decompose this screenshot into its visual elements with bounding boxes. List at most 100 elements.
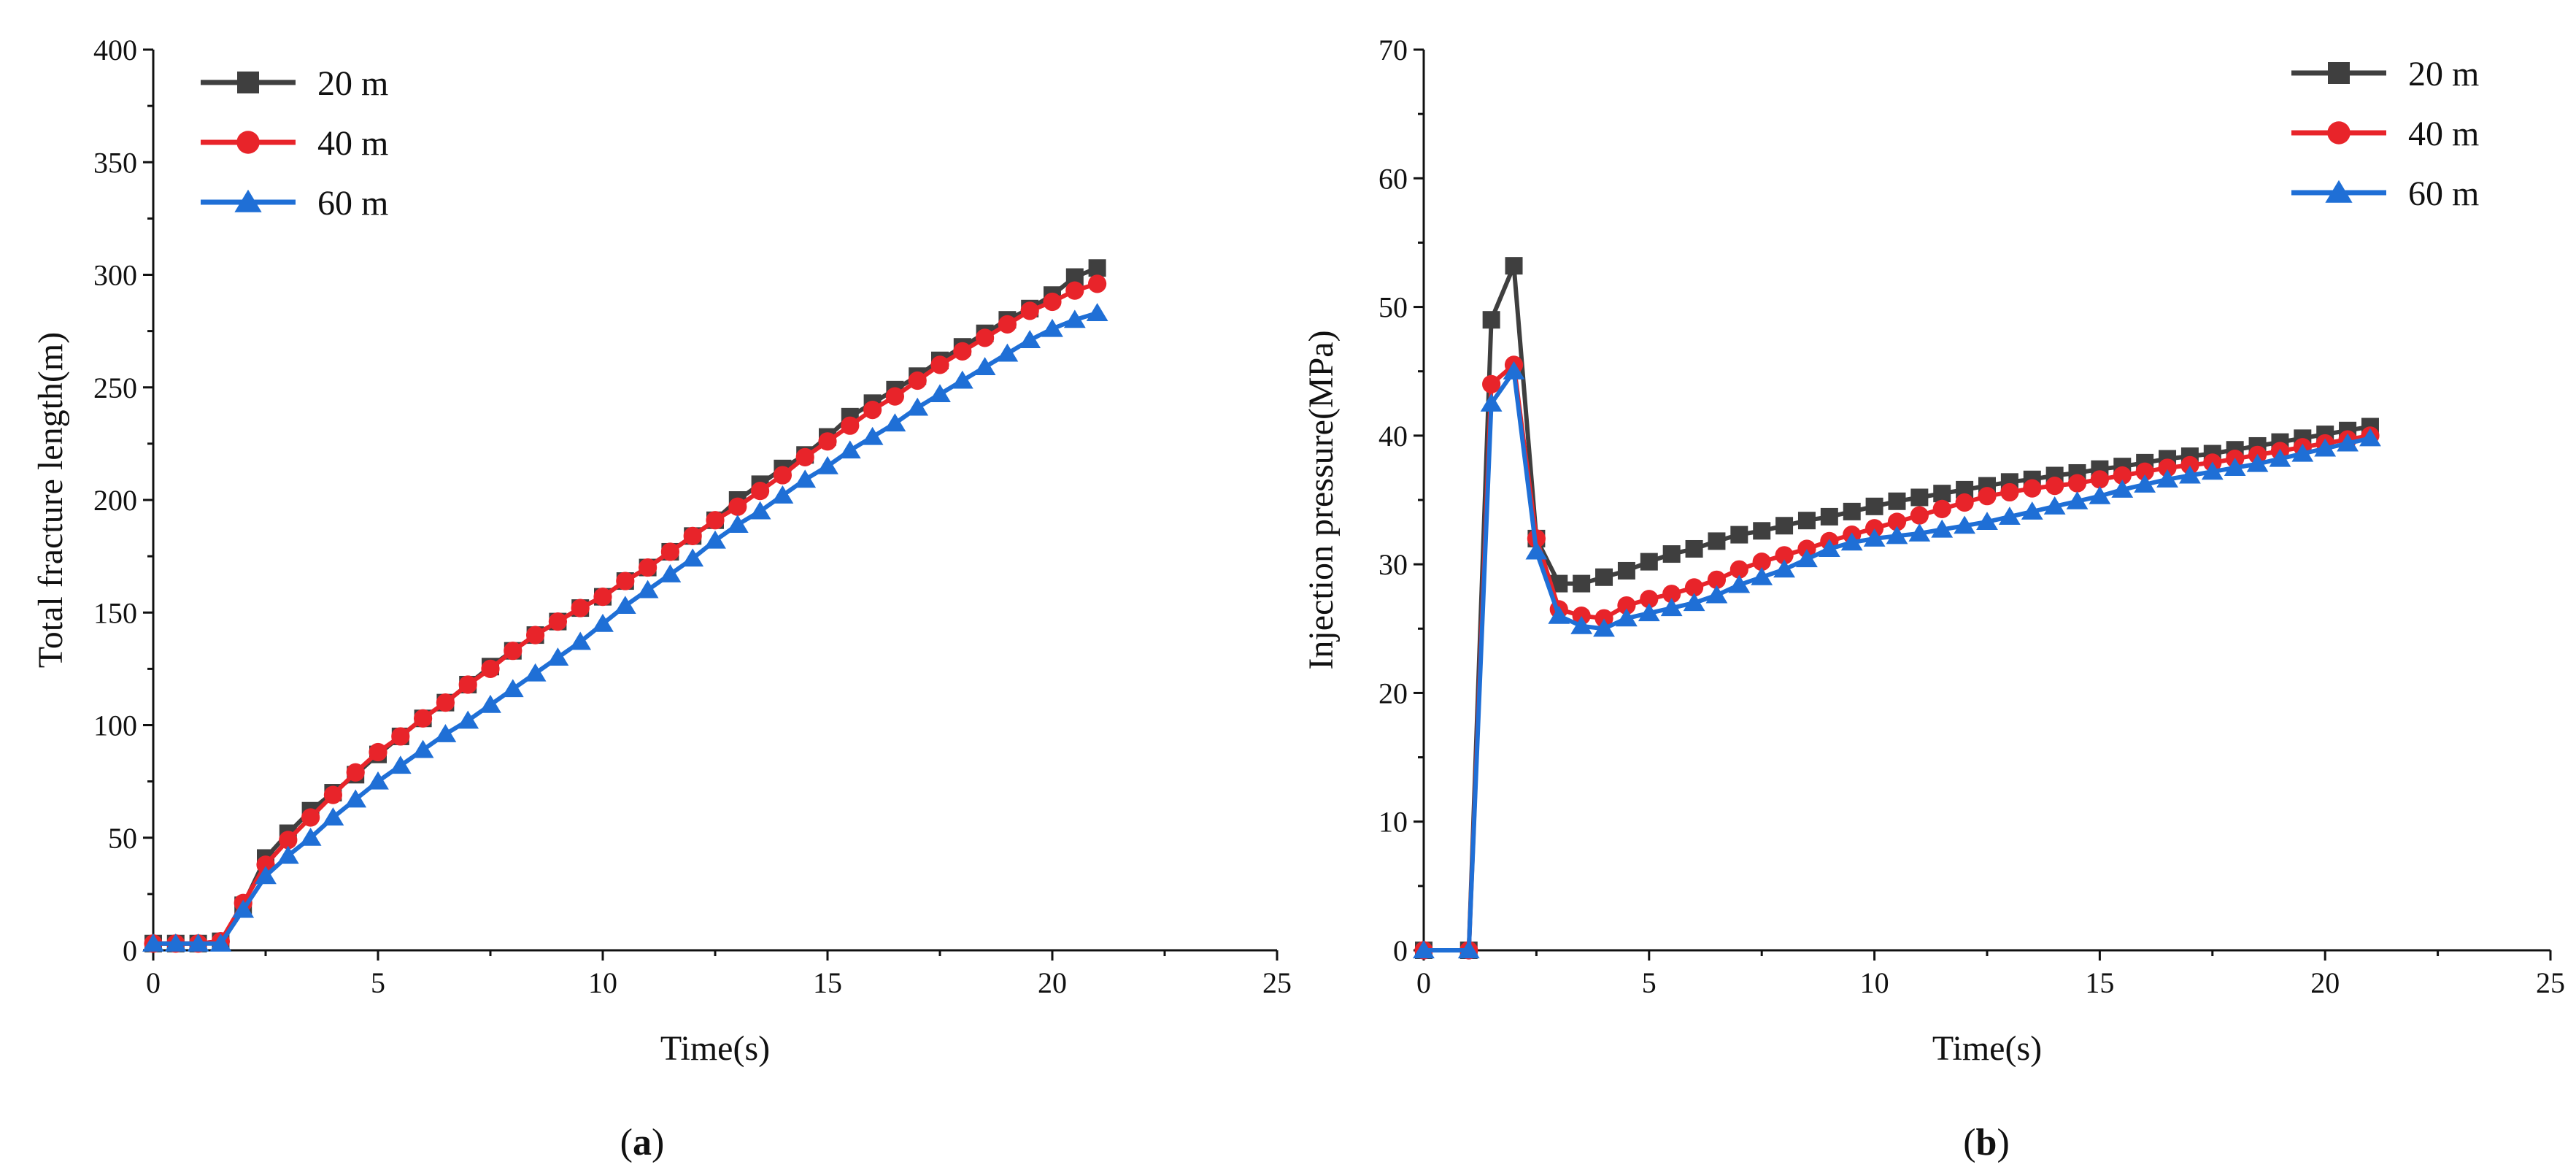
caption-letter: b [1976,1122,1997,1163]
data-point [863,401,882,420]
data-point [2135,462,2154,481]
y-tick-label: 200 [93,484,137,517]
data-point [2359,428,2381,447]
data-point [277,845,299,864]
data-point [346,763,365,782]
x-tick-label: 25 [1262,966,1292,999]
data-point [1865,497,1883,515]
data-point [571,599,590,617]
data-point [1933,485,1951,503]
data-point [1820,507,1838,526]
data-point [301,808,320,827]
data-point [1752,553,1771,571]
data-point [2043,496,2066,515]
y-tick-label: 30 [1378,548,1408,581]
data-point [1638,603,1660,622]
data-point [1773,559,1795,578]
data-point [706,511,725,530]
data-point [2045,477,2064,496]
chart-panel-b: 0 5 10 15 20 25 0 10 20 30 40 50 60 70 Time(s) Injectio… [1302,34,2565,1163]
data-point [2269,448,2291,467]
legend: 20 m 40 m 60 m [201,64,388,223]
legend: 20 m 40 m 60 m [2291,55,2479,213]
data-point [323,785,342,804]
x-tick-label: 15 [813,966,842,999]
data-point [1617,596,1636,615]
data-point [1573,574,1591,593]
y-tick-label: 50 [1378,291,1408,324]
data-point [1086,303,1108,321]
data-point [1662,545,1681,563]
data-point [976,328,995,347]
data-point [1705,585,1728,604]
x-tick-label: 0 [1416,966,1431,999]
data-point [2156,469,2178,488]
data-point [255,866,277,885]
data-point [614,596,636,615]
legend-label: 20 m [2408,55,2479,93]
y-tick-label: 0 [123,934,137,967]
data-point [1020,301,1039,320]
data-point [164,933,187,952]
data-point [436,693,455,712]
caption-paren-open: ( [1963,1122,1975,1163]
data-point [818,432,837,451]
data-point [2291,443,2314,462]
data-point [884,413,906,432]
data-point [2201,461,2224,480]
y-tick-label: 350 [93,146,137,179]
data-point [1660,598,1683,617]
caption-letter: a [633,1122,652,1163]
y-axis-title: Injection pressure(MPa) [1302,330,1341,669]
y-tick-label: 100 [93,709,137,742]
data-point [683,526,702,545]
caption-paren-open: ( [620,1122,633,1163]
data-point [1908,523,1931,542]
y-tick-label: 50 [108,822,137,855]
data-point [639,558,658,577]
data-point [1730,526,1748,544]
data-point [1684,578,1704,597]
data-point [1065,281,1084,300]
data-point [1019,330,1041,349]
data-point [1088,259,1106,277]
data-point [1796,549,1818,568]
data-point [369,742,387,762]
data-point [187,933,209,952]
data-point [1932,499,1951,518]
data-point [2023,479,2042,498]
legend-label: 40 m [2408,115,2479,153]
data-point [524,663,547,682]
legend-label: 60 m [2408,174,2479,213]
x-tick-label: 20 [1038,966,1067,999]
data-point [1818,539,1840,558]
y-axis-title: Total fracture length(m) [31,332,70,668]
legend-label: 20 m [317,64,388,103]
data-point [457,710,479,729]
data-point [1863,528,1886,547]
data-point [1978,487,1997,506]
data-point [951,370,973,389]
data-point [841,416,860,435]
data-point [1503,361,1525,380]
data-point [794,469,817,488]
data-point [1041,318,1063,337]
legend-marker [2325,180,2353,203]
legend-marker [236,131,260,154]
data-point [1955,493,1974,512]
data-point [1775,546,1794,565]
data-point [279,831,298,850]
data-point [1683,593,1705,612]
data-point [479,694,501,713]
data-point [973,357,996,376]
data-point [1548,605,1570,624]
data-point [2089,485,2111,504]
data-point [1043,292,1062,312]
data-point [2314,438,2337,457]
series-60-m [1413,361,2381,959]
data-point [142,933,164,952]
data-point [751,482,770,501]
data-point [1751,566,1773,585]
data-point [1572,607,1591,626]
data-point [1840,532,1863,551]
